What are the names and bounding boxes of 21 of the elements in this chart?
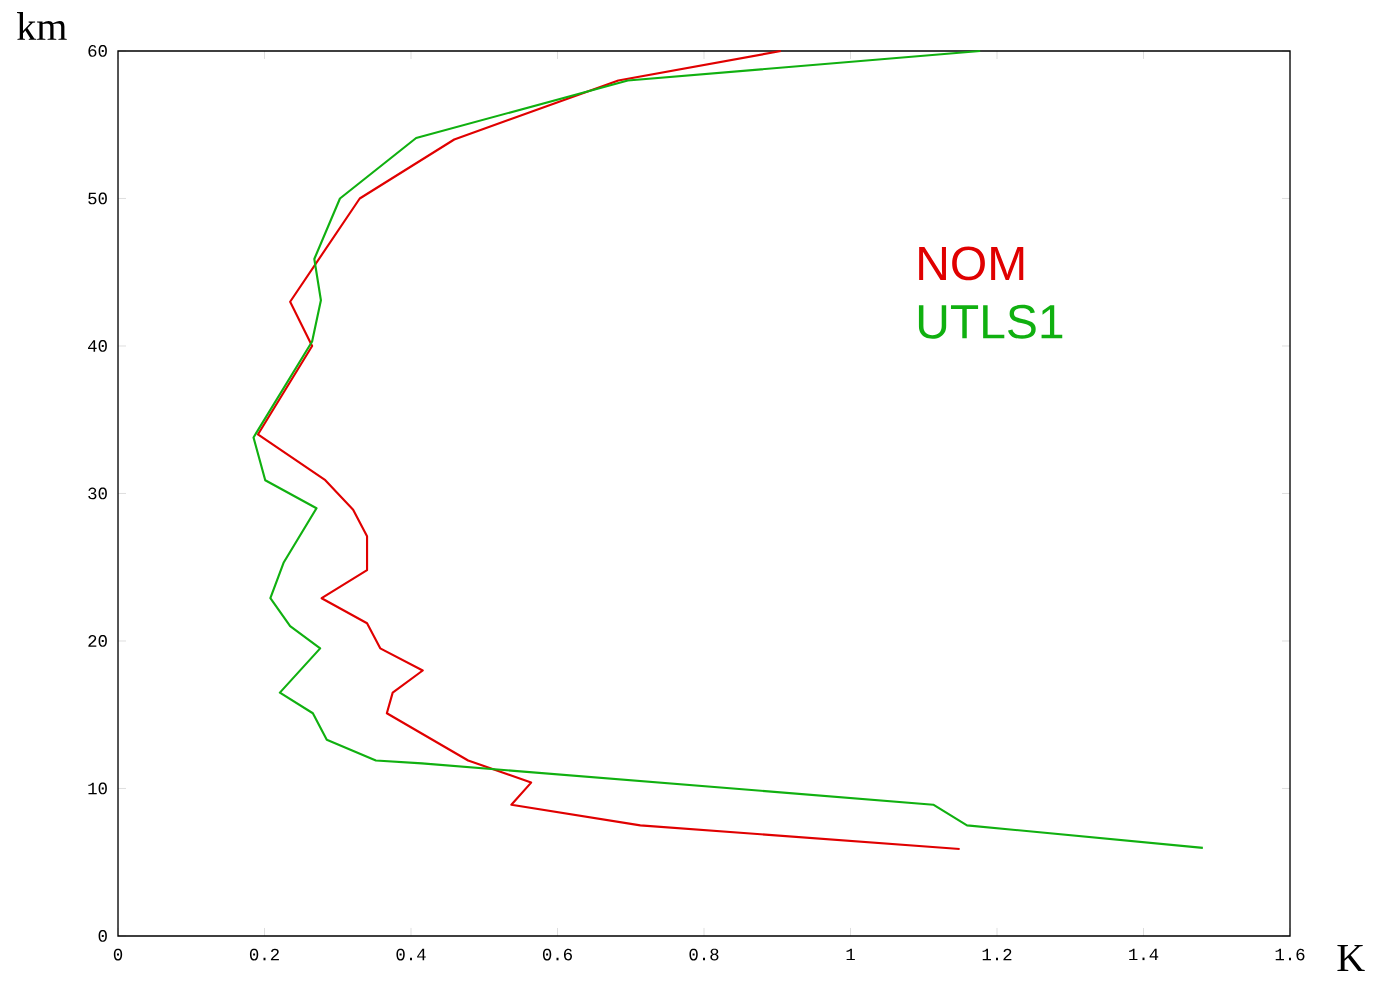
y-tick-label: 40 xyxy=(88,340,107,352)
x-tick-label: 0.4 xyxy=(396,948,426,961)
x-tick-label: 0 xyxy=(113,948,123,961)
x-tick-label: 1 xyxy=(846,948,855,961)
y-tick-label: 50 xyxy=(88,192,107,205)
y-tick-label: 10 xyxy=(88,782,107,795)
x-tick-label: 0.8 xyxy=(689,948,719,961)
x-axis-title: K xyxy=(1337,944,1365,972)
text: NOM xyxy=(919,246,1024,281)
y-axis-title: km xyxy=(17,12,67,40)
line-series xyxy=(252,49,1204,849)
x-tick-label: 1.6 xyxy=(1275,948,1305,961)
y-tick-label: 20 xyxy=(88,635,107,647)
x-tick-label: 0.2 xyxy=(249,948,279,961)
text: UTLS1 xyxy=(918,304,1063,339)
x-tick-label: 1.2 xyxy=(982,948,1012,961)
y-tick-label: 0 xyxy=(98,930,107,942)
x-tick-label: 1.4 xyxy=(1129,948,1159,961)
x-tick-label: 0.6 xyxy=(542,948,572,961)
y-tick-label: 60 xyxy=(88,45,107,57)
y-tick-label: 30 xyxy=(88,487,107,500)
